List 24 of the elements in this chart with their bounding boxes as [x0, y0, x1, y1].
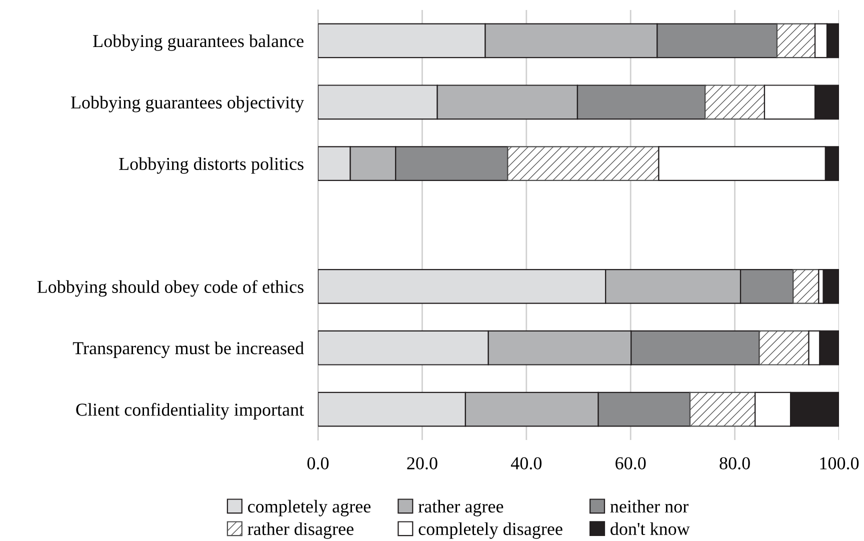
bar	[758, 330, 810, 366]
y-tick-label: Lobbying guarantees balance	[93, 34, 304, 51]
x-tick-label: 40.0	[510, 457, 542, 470]
y-tick-label: Transparency must be increased	[72, 342, 304, 358]
x-tick-label: 0.0	[307, 457, 329, 470]
bar	[776, 23, 816, 58]
legend-label: neither nor	[610, 500, 688, 513]
legend-label: rather disagree	[248, 522, 354, 539]
bar	[507, 146, 660, 182]
bar	[704, 84, 766, 120]
y-tick-label: Lobbying guarantees objectivity	[70, 96, 304, 112]
y-tick-label: Lobbying distorts politics	[119, 157, 304, 174]
bar	[689, 392, 756, 427]
legend-label: don't know	[610, 522, 690, 536]
x-tick-label: 80.0	[720, 457, 750, 470]
legend-label: completely disagree	[418, 522, 562, 539]
x-tick-label: 100.0	[820, 457, 859, 470]
bar	[792, 268, 820, 304]
x-tick-label: 60.0	[616, 457, 646, 470]
legend-label: rather agree	[418, 500, 504, 516]
legend-label: completely agree	[248, 500, 370, 516]
y-tick-label: Client confidentiality important	[76, 402, 304, 420]
y-tick-label: Lobbying should obey code of ethics	[37, 280, 304, 297]
x-tick-label: 20.0	[407, 457, 438, 470]
